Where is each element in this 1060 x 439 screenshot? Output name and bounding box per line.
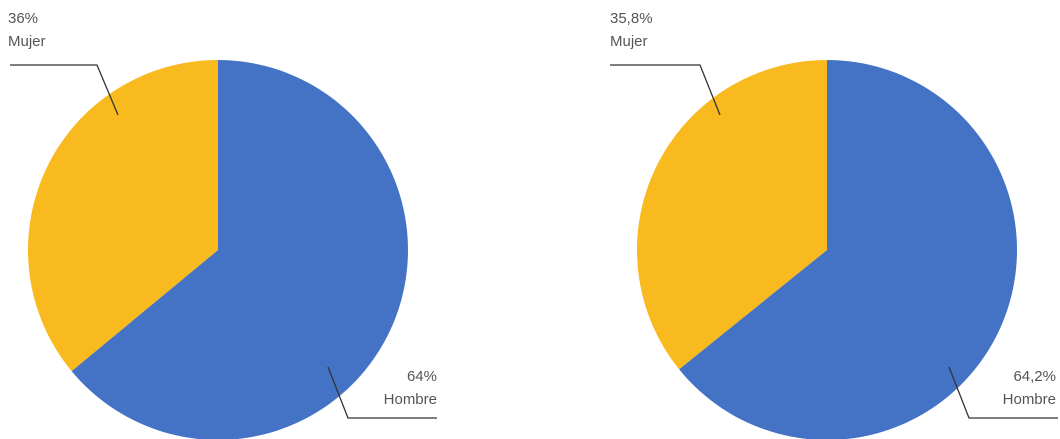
leader-line-hombre <box>327 366 437 419</box>
data-label-percent-hombre: 64% <box>407 368 437 385</box>
leader-line-mujer <box>610 64 721 116</box>
pie-chart-left: 64% Hombre 36% Mujer <box>8 10 437 439</box>
pie-slice-mujer <box>636 60 827 370</box>
pie-slice-mujer <box>27 60 218 372</box>
data-label-category-mujer: Mujer <box>8 33 46 50</box>
data-label-category-hombre: Hombre <box>384 391 437 408</box>
leader-line-mujer <box>10 64 119 116</box>
data-label-percent-hombre: 64,2% <box>1013 368 1056 385</box>
data-label-category-mujer: Mujer <box>610 33 648 50</box>
data-label-percent-mujer: 36% <box>8 10 38 27</box>
pie-slice-hombre <box>679 60 1017 439</box>
data-label-category-hombre: Hombre <box>1003 391 1056 408</box>
pie-slice-hombre <box>71 60 408 439</box>
pie-chart-right: 64,2% Hombre 35,8% Mujer <box>610 10 1058 439</box>
data-label-percent-mujer: 35,8% <box>610 10 653 27</box>
leader-line-hombre <box>948 366 1058 419</box>
